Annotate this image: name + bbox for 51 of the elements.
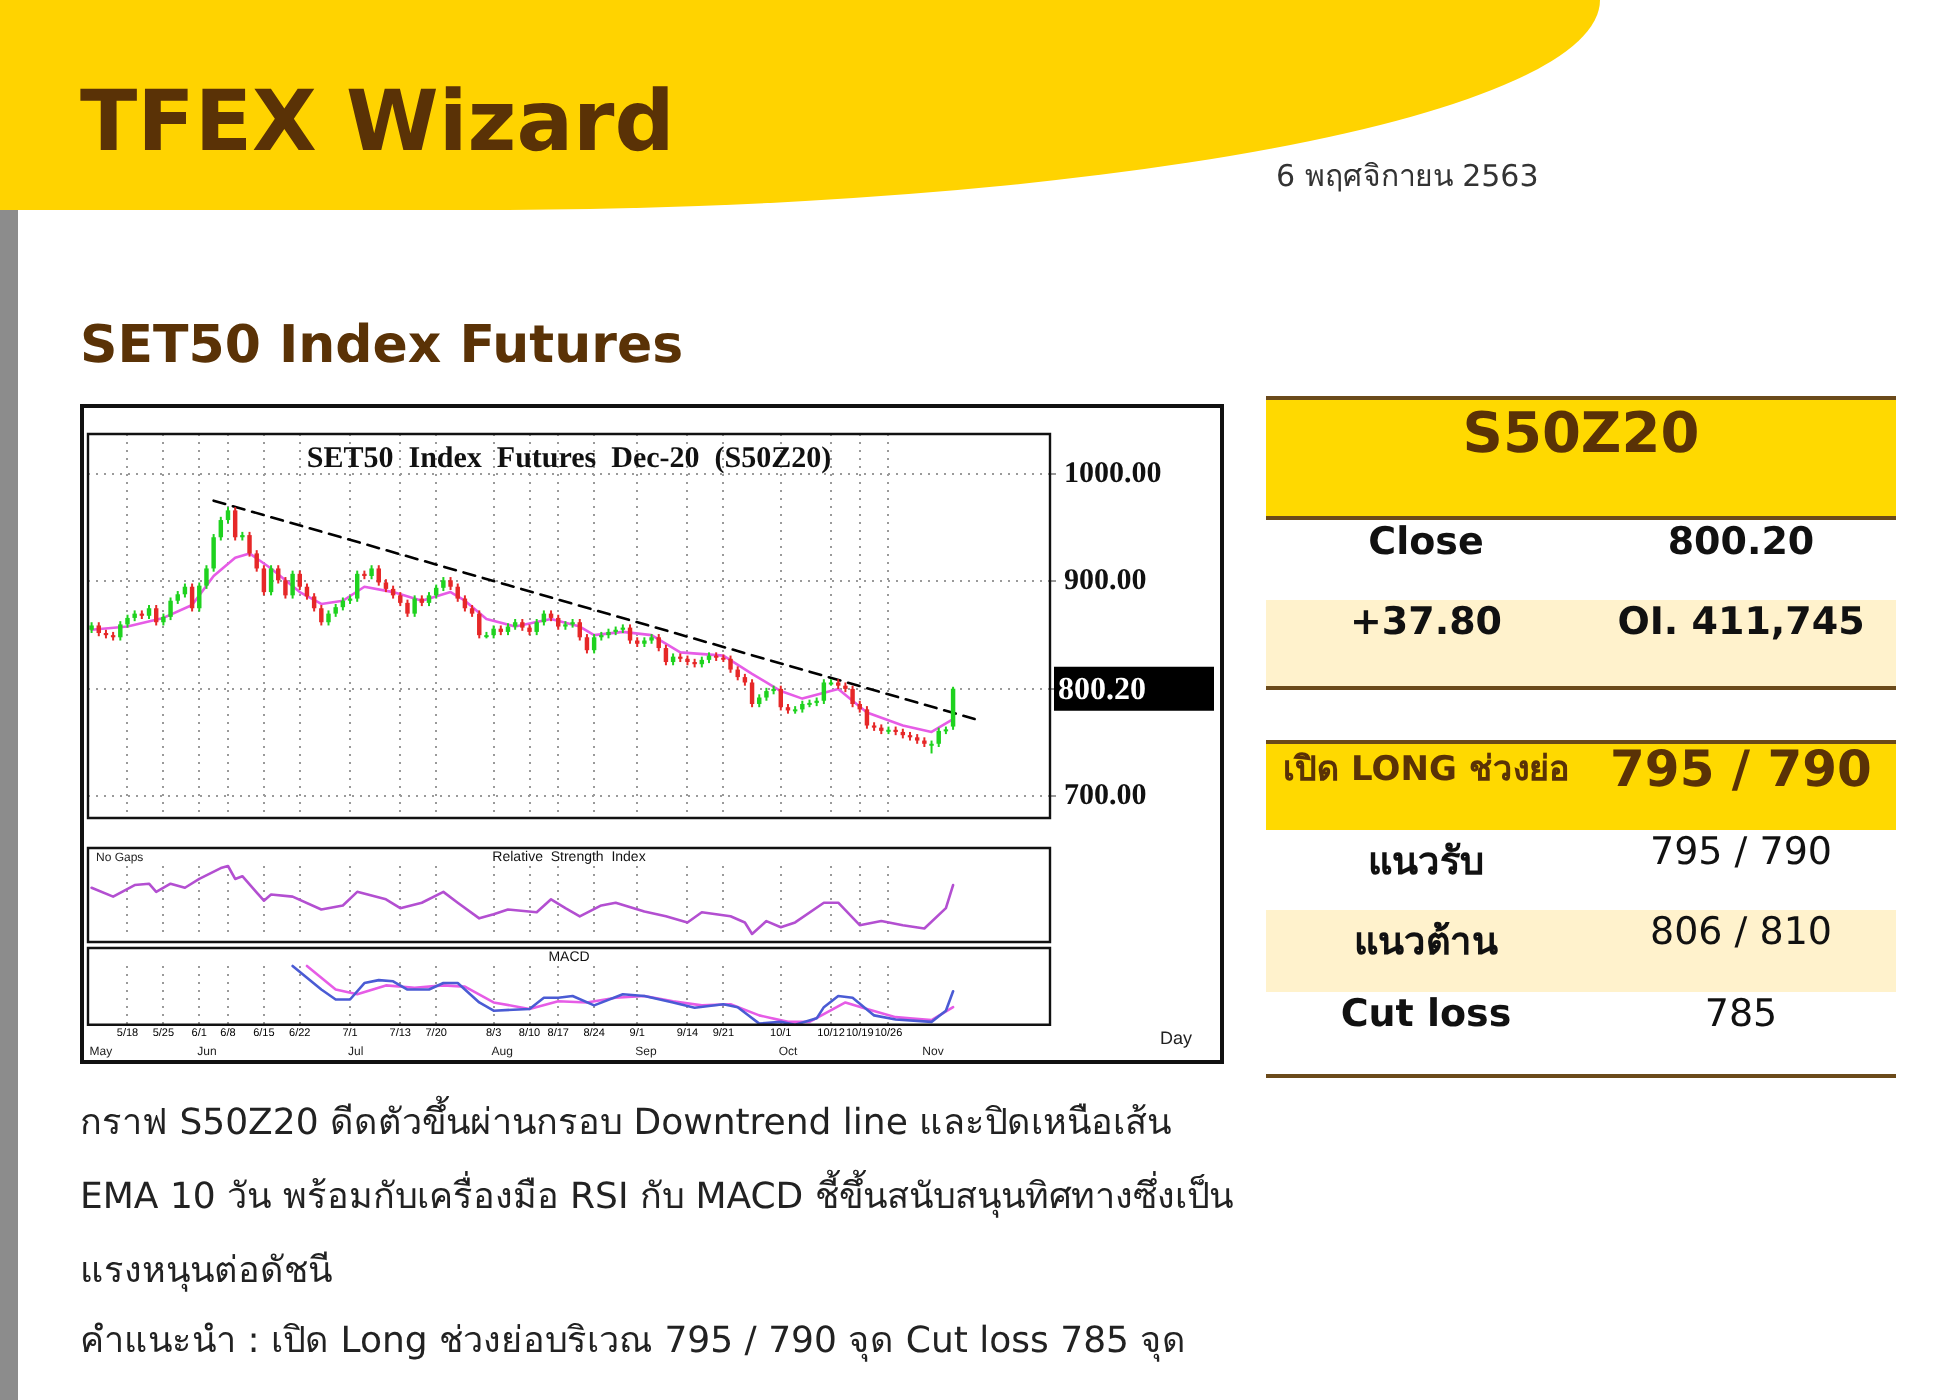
candlestick — [354, 569, 360, 603]
text: OI. 411,745 — [1615, 600, 1867, 648]
text: กราฟ S50Z20 ดีดตัวขึ้นผ่านกรอบ Downtrend line และปิดเหนือเส้น EMA 10 วัน พร้อมกับเครื่องมือ RSI กับ MACD ชี้ขึ้นสนับสนุนทิศทางซึ่งเป็นแรงหนุนต่อดัชนี — [80, 1093, 1235, 1296]
candlestick — [168, 596, 173, 622]
candlestick — [749, 678, 755, 709]
candlestick — [821, 678, 827, 705]
candlestick — [936, 726, 941, 749]
text: 795 / 790 — [1647, 830, 1834, 878]
candlestick — [290, 569, 295, 600]
candlestick — [376, 564, 381, 587]
candlestick — [627, 623, 633, 645]
text: 795 / 790 — [1608, 740, 1874, 802]
chart-title: SET50 Index Futures Dec-20 (S50Z20) — [306, 442, 832, 475]
text: +37.80 — [1347, 600, 1505, 648]
candlestick — [663, 643, 669, 667]
candlestick — [319, 604, 324, 627]
candlestick — [412, 594, 417, 618]
candlestick — [211, 533, 216, 573]
text: Cut loss — [1338, 992, 1514, 1040]
text: แนวต้าน — [1352, 918, 1500, 968]
text: 806 / 810 — [1647, 910, 1834, 958]
candlestick — [283, 576, 288, 600]
text: 6 พฤศจิกายน 2563 — [1276, 156, 1539, 198]
chart-subtitle: SET50 Index Futures — [80, 316, 684, 376]
candlestick — [850, 684, 855, 709]
text: TFEX Wizard — [80, 72, 675, 170]
candlestick — [297, 569, 303, 591]
candlestick — [232, 506, 238, 542]
candlestick — [584, 633, 590, 655]
candlestick — [153, 604, 159, 627]
candlestick — [268, 564, 274, 597]
candlestick — [591, 633, 597, 655]
text: คำแนะนำ : เปิด Long ช่วงย่อบริเวณ 795 / 790 จุด Cut loss 785 จุด — [80, 1318, 1189, 1366]
candlestick — [276, 564, 281, 585]
y-tick-label: 900.00 — [1064, 565, 1147, 598]
candlestick — [311, 592, 317, 613]
candlestick — [455, 582, 460, 603]
y-tick-label: 1000.00 — [1064, 457, 1162, 490]
text: 785 — [1702, 992, 1780, 1040]
text: เปิด LONG ช่วงย่อ — [1281, 748, 1571, 794]
candlestick — [950, 685, 956, 731]
text: 800.20 — [1665, 520, 1817, 568]
y-tick-label: 700.00 — [1064, 780, 1147, 813]
text: Close — [1366, 520, 1486, 568]
candlestick — [577, 618, 582, 642]
text: S50Z20 — [1266, 396, 1896, 520]
text: 800.20 — [1058, 672, 1146, 707]
candlestick — [261, 564, 267, 597]
text: แนวรับ — [1366, 838, 1486, 888]
candlestick — [118, 620, 123, 642]
text: Day — [1160, 1027, 1194, 1048]
